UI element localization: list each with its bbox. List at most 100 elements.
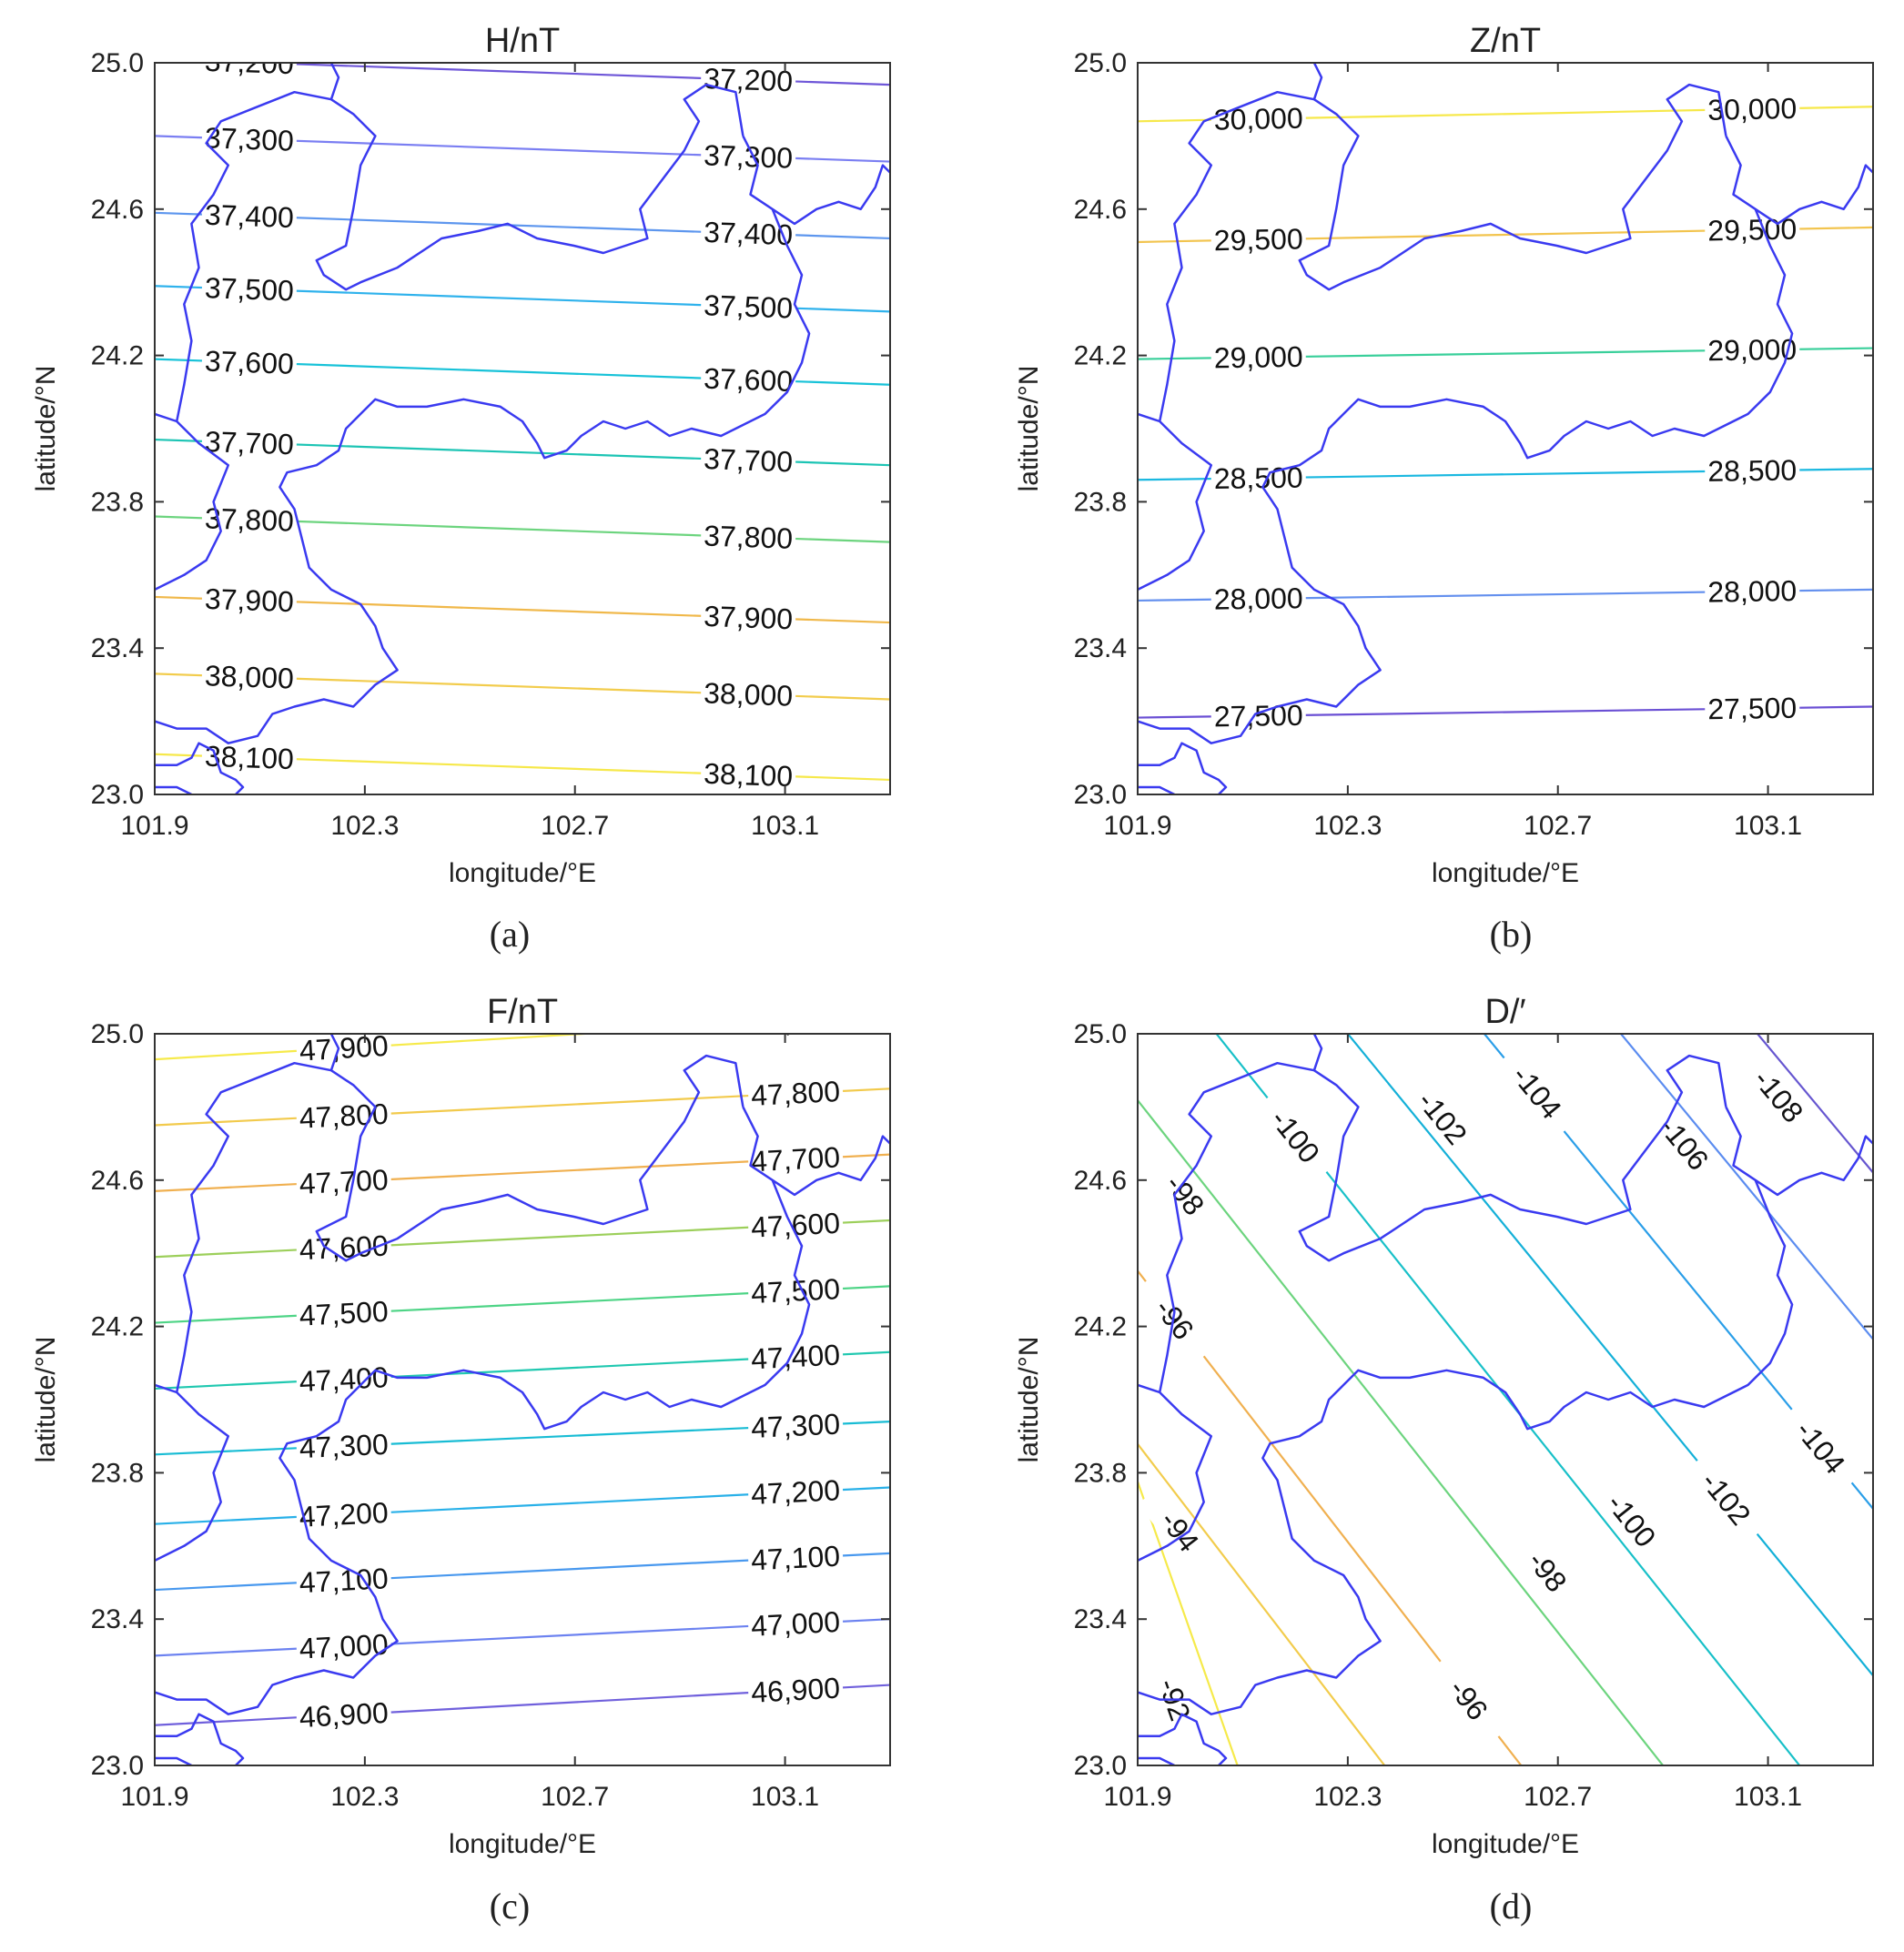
contour-label-gap — [295, 1294, 392, 1332]
y-tick-label: 23.4 — [1074, 633, 1127, 663]
province-boundary — [1138, 1383, 1213, 1563]
contour-label-gap — [1777, 1400, 1864, 1494]
contour-label: 29,000 — [1214, 340, 1303, 374]
contour-label: 46,900 — [750, 1672, 841, 1709]
contour-label-gap — [201, 501, 298, 538]
contour-label: 28,500 — [1707, 453, 1797, 487]
province-boundary — [1138, 785, 1175, 794]
contour-label-gap — [1494, 1045, 1580, 1139]
contour-label-gap — [1736, 1048, 1822, 1143]
panel-c: 47,900 47,900 47,800 47,800 47,700 47,700 47,6… — [31, 993, 891, 1927]
contour-label: 29,500 — [1707, 213, 1798, 248]
contour-label-gap — [201, 121, 298, 157]
y-tick-label: 25.0 — [91, 1019, 144, 1049]
x-tick-label: 102.3 — [330, 1782, 399, 1812]
x-axis-label: longitude/°E — [1432, 1829, 1579, 1859]
contour-label-gap — [1210, 101, 1307, 137]
contour-label: 38,100 — [704, 757, 794, 793]
contour-label: 38,100 — [204, 740, 294, 775]
contour-label-gap — [747, 1271, 844, 1310]
contour-label: 37,500 — [704, 288, 794, 324]
contour-label-gap — [747, 1604, 844, 1643]
contour-label: 29,500 — [1213, 222, 1303, 257]
y-tick-label: 23.4 — [91, 633, 144, 663]
contour-label-gap — [201, 659, 298, 695]
contour-label-gap — [1210, 222, 1307, 258]
contour-label-gap — [1704, 332, 1800, 368]
contour-label: 47,300 — [299, 1428, 389, 1464]
contour-label-gap — [1210, 698, 1307, 733]
contour-label: 37,900 — [704, 600, 794, 635]
x-axis-label: longitude/°E — [449, 858, 596, 888]
y-tick-label: 24.2 — [1074, 341, 1127, 371]
province-boundary — [1138, 1756, 1175, 1765]
plot-frame — [1137, 1033, 1874, 1766]
x-axis-label: longitude/°E — [1432, 858, 1579, 888]
contour-label: 37,500 — [204, 271, 294, 307]
x-tick-label: 103.1 — [751, 811, 819, 841]
province-boundary — [155, 1756, 192, 1765]
contour-label-gap — [1399, 1070, 1485, 1166]
province-boundary — [1158, 63, 1323, 422]
contour-label: 37,300 — [204, 121, 294, 157]
contour-label: 28,500 — [1214, 461, 1303, 495]
contour-label: 47,900 — [750, 1002, 841, 1040]
province-boundary — [1298, 1054, 1727, 1262]
contour-label-gap — [747, 1140, 844, 1178]
contour-label: 37,700 — [204, 425, 294, 460]
x-tick-label: 102.7 — [541, 1782, 609, 1812]
province-boundary — [1138, 742, 1228, 794]
province-boundary — [315, 83, 744, 291]
province-boundary — [155, 1383, 230, 1563]
y-tick-label: 23.4 — [1074, 1604, 1127, 1634]
contour-line — [1620, 1034, 1873, 1341]
contour-label: 47,100 — [750, 1540, 841, 1577]
province-boundary — [155, 208, 811, 744]
contour-label-gap — [295, 1034, 392, 1067]
y-tick-label: 23.8 — [91, 487, 144, 517]
contour-label-gap — [1138, 1271, 1217, 1367]
contour-label-gap — [700, 756, 796, 794]
contour-label: 47,400 — [299, 1360, 390, 1398]
contour-label-gap — [1641, 1097, 1727, 1191]
x-axis-label: longitude/°E — [449, 1829, 596, 1859]
y-tick-label: 23.4 — [91, 1604, 144, 1634]
contour-label-gap — [700, 441, 796, 479]
contour-label-gap — [201, 739, 298, 776]
y-tick-label: 23.0 — [91, 780, 144, 810]
contour-label-gap — [1252, 1088, 1338, 1184]
panel-caption: (d) — [1490, 1886, 1533, 1927]
contour-label-gap — [295, 1495, 392, 1533]
contour-label-gap — [295, 1695, 392, 1735]
y-tick-label: 25.0 — [1074, 48, 1127, 78]
province-boundary — [1725, 1106, 1873, 1197]
contour-label: 46,900 — [299, 1696, 390, 1734]
y-tick-label: 24.2 — [91, 341, 144, 371]
panel-title: F/nT — [487, 993, 558, 1031]
x-tick-label: 103.1 — [1734, 1782, 1802, 1812]
y-tick-label: 24.6 — [1074, 1166, 1127, 1196]
contour-label: 27,500 — [1707, 692, 1797, 725]
y-tick-label: 25.0 — [1074, 1019, 1127, 1049]
x-tick-label: 103.1 — [1734, 811, 1802, 841]
province-boundary — [155, 1179, 811, 1715]
contour-label: 37,200 — [204, 45, 294, 80]
panel-title: H/nT — [485, 22, 560, 60]
contour-label: 47,600 — [750, 1207, 841, 1244]
x-tick-label: 102.7 — [1524, 811, 1592, 841]
contour-label-gap — [201, 271, 298, 308]
contour-line — [1484, 1034, 1873, 1511]
y-tick-label: 24.2 — [91, 1312, 144, 1342]
contour-label: 47,200 — [299, 1496, 390, 1533]
y-axis-label: latitude/°N — [31, 366, 61, 492]
contour-line — [1138, 1442, 1386, 1765]
contour-label-gap — [1704, 453, 1800, 488]
province-boundary — [1298, 83, 1727, 291]
contour-label-gap — [747, 1074, 844, 1113]
province-boundary — [155, 1713, 245, 1765]
panel-caption: (a) — [490, 914, 530, 955]
contour-label-gap — [700, 676, 796, 713]
panel-d: -92-94-96-96-98-98-100-100-102-102-104-1… — [1014, 993, 1874, 1927]
